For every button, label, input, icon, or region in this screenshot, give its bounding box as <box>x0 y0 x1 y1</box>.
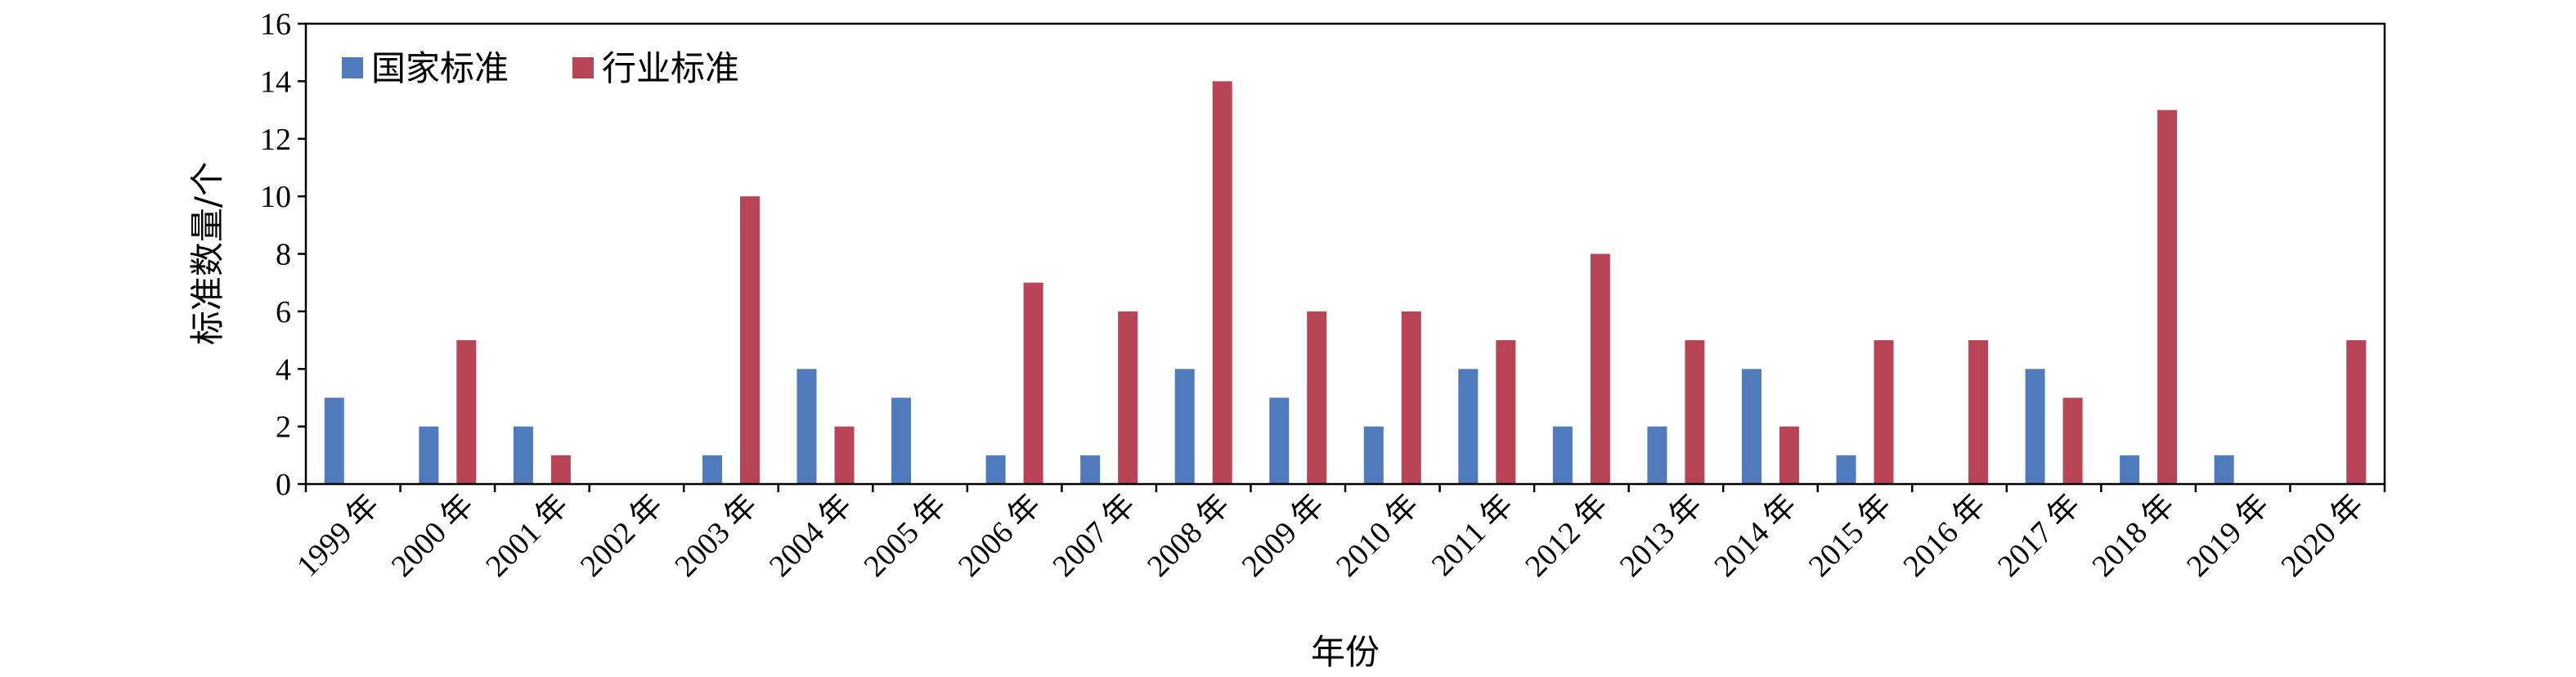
x-tick-label: 2018 年 <box>2085 488 2181 584</box>
x-axis-title: 年份 <box>1311 632 1380 672</box>
legend-swatch-national <box>342 57 363 78</box>
bar-national-18 <box>2025 369 2045 484</box>
bar-industry-8 <box>1118 311 1138 484</box>
bar-industry-4 <box>739 196 760 484</box>
bar-industry-9 <box>1212 81 1232 484</box>
x-tick-label: 2010 年 <box>1330 488 1425 584</box>
bar-national-20 <box>2214 455 2234 484</box>
bar-industry-21 <box>2346 340 2367 484</box>
x-tick-label: 2017 年 <box>1991 488 2087 584</box>
x-tick-label: 2016 年 <box>1896 488 1992 584</box>
bars-group <box>324 81 2367 484</box>
y-tick-label: 6 <box>276 295 291 330</box>
x-tick-label: 2012 年 <box>1519 488 1614 584</box>
y-tick-label: 10 <box>260 180 291 214</box>
x-tick-label: 2001 年 <box>479 488 575 584</box>
bar-industry-15 <box>1779 426 1799 484</box>
y-tick-label: 16 <box>260 7 291 42</box>
x-tick-label: 2014 年 <box>1708 488 1803 584</box>
bar-industry-7 <box>1023 282 1043 484</box>
bar-national-15 <box>1741 369 1761 484</box>
bar-industry-12 <box>1496 340 1516 484</box>
bar-industry-2 <box>550 455 571 484</box>
y-tick-label: 2 <box>276 410 291 445</box>
y-tick-label: 4 <box>276 352 291 387</box>
y-tick-label: 8 <box>276 238 291 272</box>
bar-national-16 <box>1836 455 1856 484</box>
bar-industry-18 <box>2062 397 2083 484</box>
legend-label-national: 国家标准 <box>371 48 509 88</box>
y-tick-label: 14 <box>260 65 291 99</box>
bar-national-13 <box>1552 426 1573 484</box>
bar-national-7 <box>985 455 1006 484</box>
bar-national-10 <box>1269 397 1290 484</box>
bar-industry-16 <box>1874 340 1894 484</box>
bar-industry-5 <box>834 426 855 484</box>
bar-national-11 <box>1363 426 1384 484</box>
x-tick-label: 2013 年 <box>1613 488 1709 584</box>
x-tick-label: 2015 年 <box>1802 488 1898 584</box>
bar-national-12 <box>1458 369 1479 484</box>
bar-national-8 <box>1080 455 1101 484</box>
x-tick-label: 2011 年 <box>1425 488 1520 583</box>
x-tick-label: 2004 年 <box>763 488 859 584</box>
bar-industry-13 <box>1590 253 1610 484</box>
x-tick-label: 2009 年 <box>1236 488 1331 584</box>
legend-label-industry: 行业标准 <box>602 48 739 88</box>
bar-national-0 <box>324 397 344 484</box>
legend-swatch-industry <box>572 57 594 78</box>
legend: 国家标准 行业标准 <box>342 48 739 88</box>
bar-industry-19 <box>2157 110 2178 484</box>
bar-national-4 <box>702 455 722 484</box>
bar-national-19 <box>2120 455 2140 484</box>
bar-national-6 <box>891 397 912 484</box>
bar-national-14 <box>1647 426 1667 484</box>
y-axis: 0 2 4 6 8 10 12 14 16 <box>260 7 306 502</box>
x-tick-label: 2002 年 <box>574 488 670 584</box>
x-tick-label: 2008 年 <box>1141 488 1236 584</box>
x-tick-label: 2003 年 <box>668 488 764 584</box>
bar-national-2 <box>513 426 533 484</box>
bar-industry-10 <box>1307 311 1327 484</box>
x-tick-label: 2020 年 <box>2275 488 2371 584</box>
y-tick-label: 12 <box>260 123 291 157</box>
x-tick-label: 2019 年 <box>2180 488 2276 584</box>
bar-national-9 <box>1174 369 1195 484</box>
bar-industry-17 <box>1968 340 1989 484</box>
bar-national-5 <box>797 369 817 484</box>
bar-industry-11 <box>1401 311 1421 484</box>
y-axis-title: 标准数量/个 <box>187 162 227 345</box>
x-tick-label: 2007 年 <box>1046 488 1142 584</box>
bar-industry-1 <box>456 340 477 484</box>
bar-national-1 <box>419 426 439 484</box>
x-tick-label: 1999 年 <box>290 488 386 584</box>
x-tick-label: 2006 年 <box>952 488 1048 584</box>
x-tick-label: 2000 年 <box>385 488 481 584</box>
y-tick-label: 0 <box>276 468 291 502</box>
x-tick-label: 2005 年 <box>857 488 953 584</box>
bar-industry-14 <box>1685 340 1705 484</box>
